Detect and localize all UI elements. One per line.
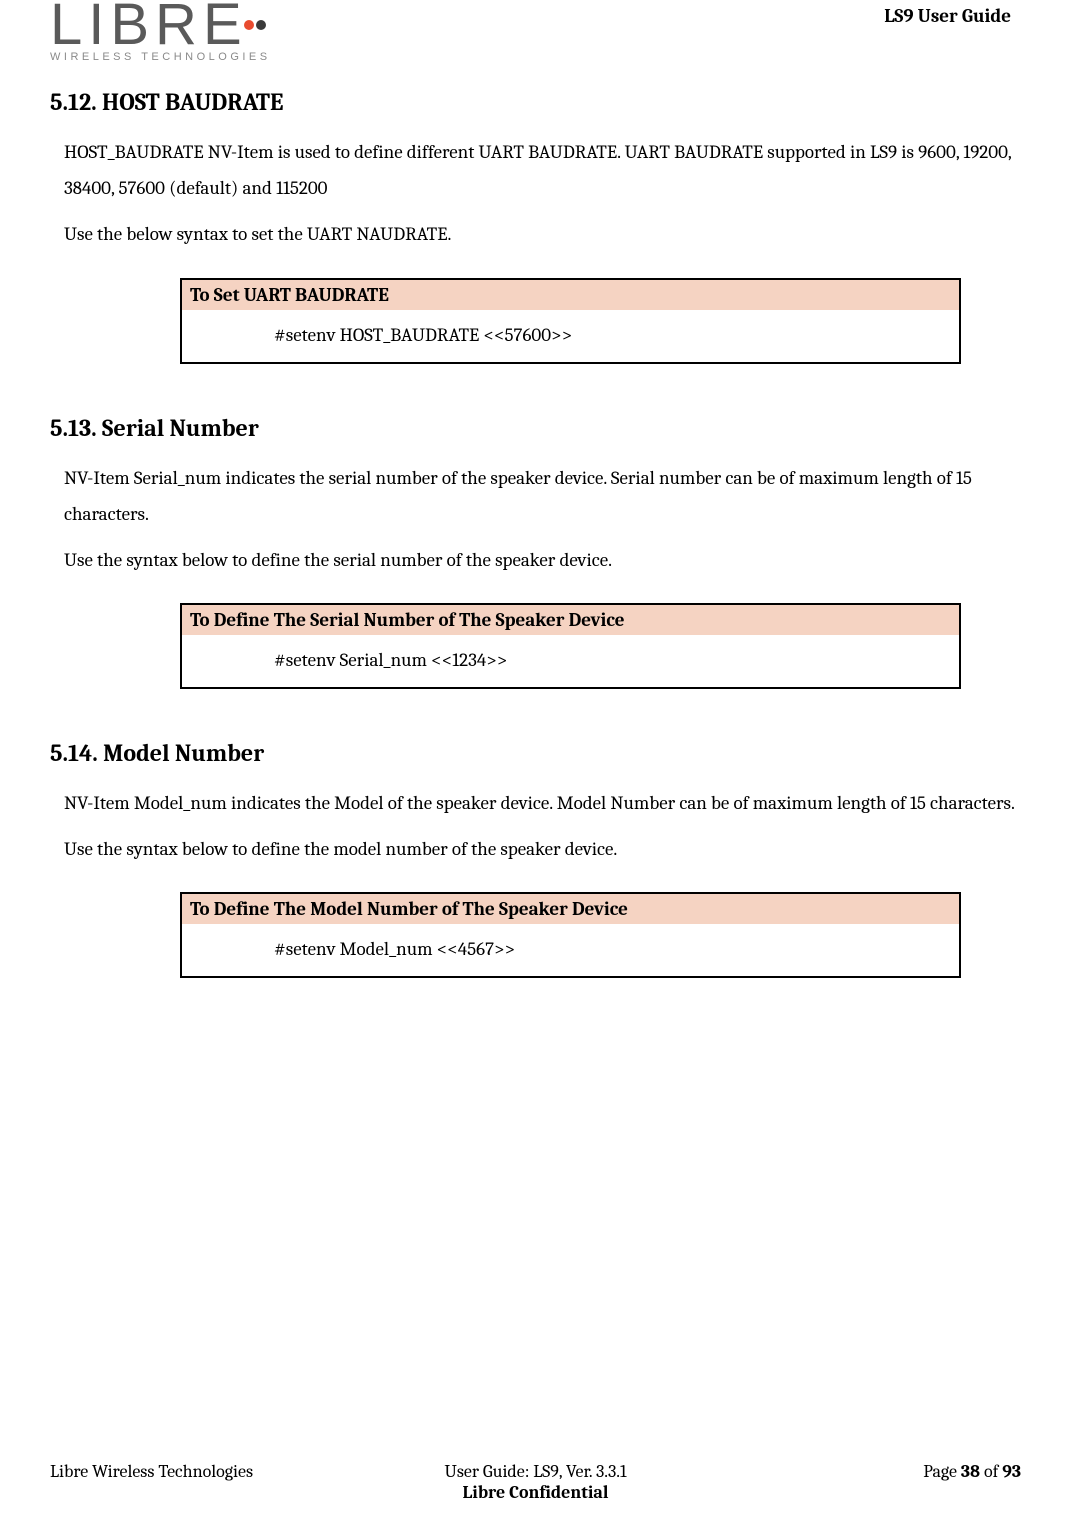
- footer-left: Libre Wireless Technologies: [50, 1461, 374, 1503]
- logo-text: LIBRE: [50, 0, 248, 49]
- command-box: To Define The Model Number of The Speake…: [180, 892, 961, 978]
- footer-page-total: 93: [1002, 1461, 1021, 1482]
- section-heading: 5.12. HOST BAUDRATE: [50, 88, 1021, 116]
- page-header: LIBRE WIRELESS TECHNOLOGIES LS9 User Gui…: [50, 0, 1021, 63]
- section-heading: 5.13. Serial Number: [50, 414, 1021, 442]
- command-box: To Set UART BAUDRATE #setenv HOST_BAUDRA…: [180, 278, 961, 364]
- footer-confidential: Libre Confidential: [463, 1482, 609, 1503]
- footer-center: User Guide: LS9, Ver. 3.3.1 Libre Confid…: [374, 1461, 698, 1503]
- logo: LIBRE WIRELESS TECHNOLOGIES: [50, 0, 271, 63]
- section-heading: 5.14. Model Number: [50, 739, 1021, 767]
- section-title: Serial Number: [102, 414, 259, 442]
- logo-main: LIBRE: [50, 0, 271, 49]
- logo-subtitle: WIRELESS TECHNOLOGIES: [50, 51, 271, 63]
- body-paragraph: Use the syntax below to define the seria…: [64, 542, 1021, 578]
- document-title: LS9 User Guide: [884, 0, 1021, 27]
- section-number: 5.12.: [50, 88, 97, 116]
- command-box-body: #setenv Serial_num <<1234>>: [182, 635, 959, 687]
- body-paragraph: HOST_BAUDRATE NV-Item is used to define …: [64, 134, 1021, 206]
- command-box-header: To Define The Model Number of The Speake…: [182, 894, 959, 924]
- section-title: HOST BAUDRATE: [102, 88, 283, 116]
- command-box-header: To Set UART BAUDRATE: [182, 280, 959, 310]
- command-box-body: #setenv HOST_BAUDRATE <<57600>>: [182, 310, 959, 362]
- command-box-body: #setenv Model_num <<4567>>: [182, 924, 959, 976]
- footer-right: Page 38 of 93: [697, 1461, 1021, 1503]
- footer-page-of: of: [980, 1461, 1002, 1482]
- section-title: Model Number: [103, 739, 264, 767]
- body-paragraph: NV-Item Model_num indicates the Model of…: [64, 785, 1021, 821]
- page-footer: Libre Wireless Technologies User Guide: …: [50, 1461, 1021, 1503]
- footer-page-num: 38: [961, 1461, 980, 1482]
- body-paragraph: Use the below syntax to set the UART NAU…: [64, 216, 1021, 252]
- section-number: 5.13.: [50, 414, 97, 442]
- command-box: To Define The Serial Number of The Speak…: [180, 603, 961, 689]
- body-paragraph: Use the syntax below to define the model…: [64, 831, 1021, 867]
- footer-page-prefix: Page: [923, 1461, 961, 1482]
- section-number: 5.14.: [50, 739, 98, 767]
- logo-dots-icon: [244, 20, 266, 30]
- footer-version: User Guide: LS9, Ver. 3.3.1: [444, 1461, 626, 1482]
- command-box-header: To Define The Serial Number of The Speak…: [182, 605, 959, 635]
- body-paragraph: NV-Item Serial_num indicates the serial …: [64, 460, 1021, 532]
